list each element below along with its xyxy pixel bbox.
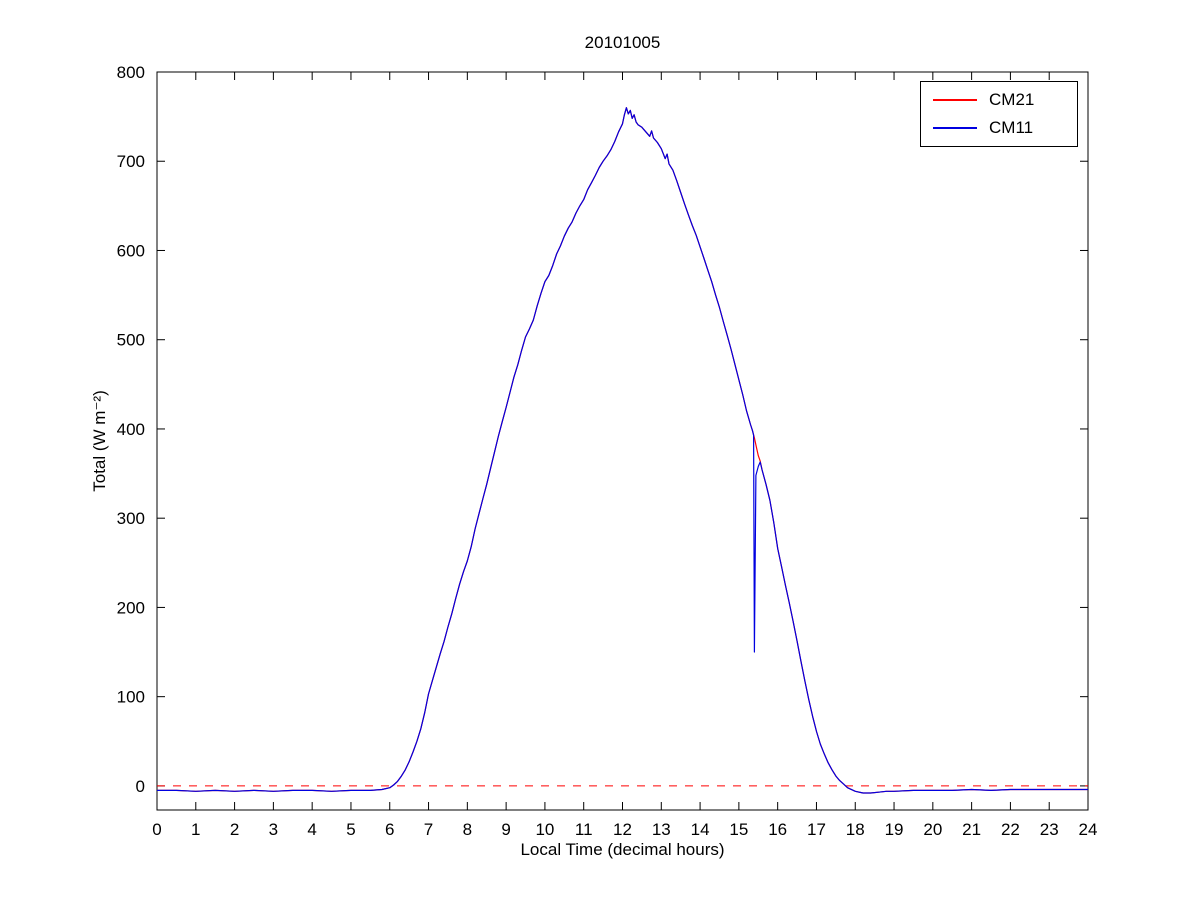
- y-tick-label: 800: [117, 63, 145, 82]
- x-tick-label: 21: [962, 820, 981, 839]
- x-tick-label: 18: [846, 820, 865, 839]
- x-tick-label: 6: [385, 820, 394, 839]
- x-tick-label: 22: [1001, 820, 1020, 839]
- x-tick-label: 5: [346, 820, 355, 839]
- plot-line-cm11: [157, 107, 1088, 794]
- x-tick-label: 1: [191, 820, 200, 839]
- legend-label-cm21: CM21: [989, 90, 1035, 109]
- legend-swatch-cm11: [933, 127, 977, 129]
- x-tick-label: 24: [1079, 820, 1098, 839]
- y-tick-label: 600: [117, 241, 145, 260]
- plot-line-cm21: [157, 107, 1088, 794]
- x-tick-label: 8: [463, 820, 472, 839]
- y-axis-label: Total (W m⁻²): [90, 390, 109, 492]
- chart-title: 20101005: [584, 33, 661, 52]
- x-tick-label: 0: [152, 820, 161, 839]
- y-tick-label: 0: [136, 777, 145, 796]
- x-tick-label: 7: [424, 820, 433, 839]
- x-tick-label: 3: [269, 820, 278, 839]
- legend-entry-cm11: CM11: [921, 118, 1077, 138]
- y-tick-label: 300: [117, 509, 145, 528]
- x-axis-ticks: 0 1 2 3 4 5 6 7 8 9 10 11 12 13 14 15 16 17 18 19 20 21 22 23 24: [152, 72, 1097, 839]
- x-tick-label: 19: [885, 820, 904, 839]
- x-tick-label: 23: [1040, 820, 1059, 839]
- x-tick-label: 15: [729, 820, 748, 839]
- legend: CM21 CM11: [920, 81, 1078, 147]
- y-tick-label: 500: [117, 331, 145, 350]
- y-axis-ticks: 0 100 200 300 400 500 600 700 800: [117, 63, 1088, 796]
- x-tick-label: 2: [230, 820, 239, 839]
- x-tick-label: 10: [535, 820, 554, 839]
- y-tick-label: 100: [117, 688, 145, 707]
- x-tick-label: 11: [575, 820, 593, 839]
- x-tick-label: 14: [691, 820, 710, 839]
- y-tick-label: 400: [117, 420, 145, 439]
- plot-box: [156, 71, 1089, 811]
- x-axis-label: Local Time (decimal hours): [520, 840, 725, 859]
- x-tick-label: 17: [807, 820, 826, 839]
- x-tick-label: 16: [768, 820, 787, 839]
- x-tick-label: 4: [307, 820, 316, 839]
- y-tick-label: 200: [117, 598, 145, 617]
- legend-swatch-cm21: [933, 99, 977, 101]
- x-tick-label: 13: [652, 820, 671, 839]
- x-tick-label: 9: [501, 820, 510, 839]
- legend-label-cm11: CM11: [989, 118, 1034, 137]
- x-tick-label: 12: [613, 820, 632, 839]
- legend-entry-cm21: CM21: [921, 90, 1077, 110]
- y-tick-label: 700: [117, 152, 145, 171]
- x-tick-label: 20: [923, 820, 942, 839]
